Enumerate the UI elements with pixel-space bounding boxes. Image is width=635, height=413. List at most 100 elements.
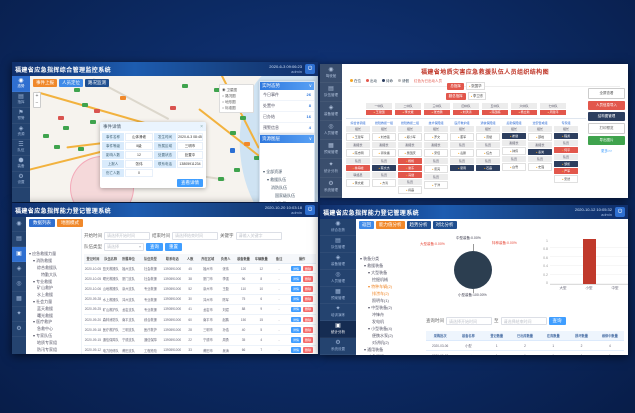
- column-header[interactable]: 登记时间: [84, 254, 102, 264]
- collapse-icon[interactable]: ∨: [308, 83, 312, 88]
- org-dept-node[interactable]: 四中队 刘洪涛: [453, 103, 479, 116]
- layer-tree-item[interactable]: 国家级队伍: [263, 193, 295, 198]
- bar-plot[interactable]: [550, 239, 628, 285]
- org-box[interactable]: 组长: [372, 126, 396, 133]
- view-tab[interactable]: 地图模式: [57, 219, 83, 227]
- delete-button[interactable]: 删除: [302, 306, 313, 313]
- road-badge[interactable]: [170, 106, 176, 110]
- org-dept-node[interactable]: 五中队 陈国栋: [482, 103, 508, 116]
- tree-item[interactable]: 蓝天救援: [29, 305, 53, 311]
- org-box[interactable]: 组长: [476, 126, 500, 133]
- sidebar-item[interactable]: ▤: [12, 232, 26, 247]
- org-box[interactable]: 组长: [346, 126, 370, 133]
- road-badge[interactable]: [94, 109, 100, 113]
- column-header[interactable]: 装备名称: [454, 331, 483, 341]
- tree-item[interactable]: ▾ 小型装备(4): [360, 326, 393, 331]
- org-dept-node[interactable]: 一中队 王建国: [366, 103, 392, 116]
- org-box[interactable]: 组长: [528, 126, 552, 133]
- tree-item[interactable]: 照明车(1): [360, 298, 389, 303]
- org-tool-button[interactable]: 全屏查看: [588, 88, 625, 99]
- org-box[interactable]: 副组长: [346, 142, 370, 149]
- org-box[interactable]: 安然: [554, 175, 578, 184]
- org-dept-node[interactable]: 七中队 周建平: [540, 103, 566, 116]
- org-tool-button[interactable]: 打印预览: [588, 123, 625, 134]
- tree-item[interactable]: 挖掘机械: [360, 277, 388, 282]
- sidebar-item[interactable]: ✦: [12, 307, 26, 322]
- basemap-option[interactable]: ○ 标准图: [222, 105, 236, 110]
- org-box[interactable]: 任杰: [476, 149, 500, 158]
- layer-tree-item[interactable]: ▾ 专业队伍: [263, 200, 314, 202]
- layer-tree-item[interactable]: ▾ 救援队伍: [263, 177, 287, 182]
- pie-chart[interactable]: [454, 251, 492, 289]
- column-header[interactable]: 队伍类型: [137, 254, 164, 264]
- org-box[interactable]: 组长: [554, 126, 578, 133]
- org-box[interactable]: 陈志明: [346, 149, 370, 158]
- tree-item[interactable]: ▾ 应急救援力量: [29, 251, 57, 257]
- start-date-input[interactable]: [446, 317, 492, 325]
- sidebar-item[interactable]: ▣: [12, 247, 26, 262]
- delete-button[interactable]: 删除: [302, 347, 313, 353]
- org-box[interactable]: 宋佳: [424, 149, 448, 158]
- sidebar-item[interactable]: ⬢ 装备: [12, 156, 30, 172]
- detail-button[interactable]: 详情: [291, 347, 302, 353]
- sidebar-item[interactable]: ◈: [12, 262, 26, 277]
- map-zoom-control[interactable]: + −: [33, 92, 41, 108]
- tree-item[interactable]: 冲锋舟: [360, 312, 384, 317]
- sidebar-item[interactable]: ◎ 人员管理: [320, 270, 356, 287]
- layer-tree-item[interactable]: 消防队伍: [263, 185, 287, 190]
- org-box[interactable]: 副组长: [424, 142, 448, 149]
- tree-item[interactable]: 地质专家组: [29, 339, 57, 345]
- org-box[interactable]: 杨帆: [398, 158, 422, 165]
- sidebar-item[interactable]: ◉ 综合态势: [320, 219, 356, 236]
- close-icon[interactable]: ×: [200, 123, 203, 130]
- org-box[interactable]: 邹凯: [554, 161, 578, 168]
- search-button[interactable]: 查询: [146, 242, 163, 251]
- tree-item[interactable]: ▾ 装备分类: [360, 256, 380, 261]
- road-badge[interactable]: [214, 88, 220, 92]
- sidebar-item[interactable]: ▦ 预案管理: [320, 140, 342, 159]
- tree-item[interactable]: ▾ 社会力量: [29, 298, 53, 304]
- org-box[interactable]: 组长: [502, 126, 526, 133]
- zoom-out-button[interactable]: −: [35, 100, 39, 106]
- detail-button[interactable]: 详情: [291, 306, 302, 313]
- delete-button[interactable]: 删除: [302, 296, 313, 302]
- table-row[interactable]: 2020-10-05 蓝天救援队 福州支队 社会救援 13905910001 4…: [84, 263, 316, 275]
- table-row[interactable]: 2020-09-12 电力抢修队 莆田支队 工程抢险 13905910009 3…: [84, 345, 316, 354]
- org-tool-button[interactable]: 结构图管理: [588, 112, 625, 121]
- detail-button[interactable]: 详情: [291, 275, 302, 282]
- org-box[interactable]: 队员: [554, 140, 578, 147]
- tree-item[interactable]: ▾ 救援装备: [360, 263, 384, 268]
- tree-item[interactable]: 矿山救护: [29, 285, 53, 291]
- view-detail-button[interactable]: 查看详情: [177, 179, 203, 187]
- org-box[interactable]: 吴国庆: [398, 149, 422, 158]
- table-row[interactable]: 2020-10-06 山地救援队 泉州支队 专业救援 13905910003 5…: [84, 283, 316, 295]
- org-box[interactable]: 董军: [450, 133, 474, 142]
- delete-button[interactable]: 删除: [302, 316, 313, 323]
- road-badge[interactable]: [230, 131, 236, 135]
- org-box[interactable]: 谢东: [398, 165, 422, 172]
- org-box[interactable]: 夏雨: [450, 165, 474, 172]
- tree-item[interactable]: 便携水泵(2): [360, 333, 393, 338]
- view-tab[interactable]: 数据列表: [29, 219, 55, 227]
- sidebar-item[interactable]: ✦ 统计分析: [320, 159, 342, 178]
- road-badge[interactable]: [234, 168, 240, 172]
- sidebar-item[interactable]: ▦: [12, 292, 26, 307]
- end-date-input[interactable]: [500, 317, 547, 325]
- org-box[interactable]: 队员: [476, 158, 500, 165]
- tree-item[interactable]: ▾ 专业救援: [29, 278, 53, 284]
- org-dept-node[interactable]: 六中队 杨立新: [511, 103, 537, 116]
- table-row[interactable]: 2020-09-15 通信保障队 宁德支队 通信保障 13905910008 2…: [84, 334, 316, 346]
- org-box[interactable]: 郭永福: [372, 149, 396, 158]
- sidebar-item[interactable]: ◈ 装备管理: [320, 253, 356, 270]
- logout-icon[interactable]: ⏻: [305, 64, 315, 74]
- more-link[interactable]: 更多>>: [600, 149, 613, 153]
- road-badge[interactable]: [78, 147, 84, 151]
- end-date-input[interactable]: [172, 231, 218, 240]
- table-row[interactable]: 2020-09-28 水上救援队 漳州支队 专业救援 13905910004 3…: [84, 294, 316, 305]
- org-box[interactable]: 邵峰: [528, 133, 552, 142]
- org-box[interactable]: 郑小军: [398, 133, 422, 142]
- column-header[interactable]: 在库数量: [539, 331, 568, 341]
- org-box[interactable]: 白雪: [502, 163, 526, 172]
- tree-item[interactable]: ▾ 中型装备(2): [360, 305, 393, 310]
- delete-button[interactable]: 删除: [302, 326, 313, 333]
